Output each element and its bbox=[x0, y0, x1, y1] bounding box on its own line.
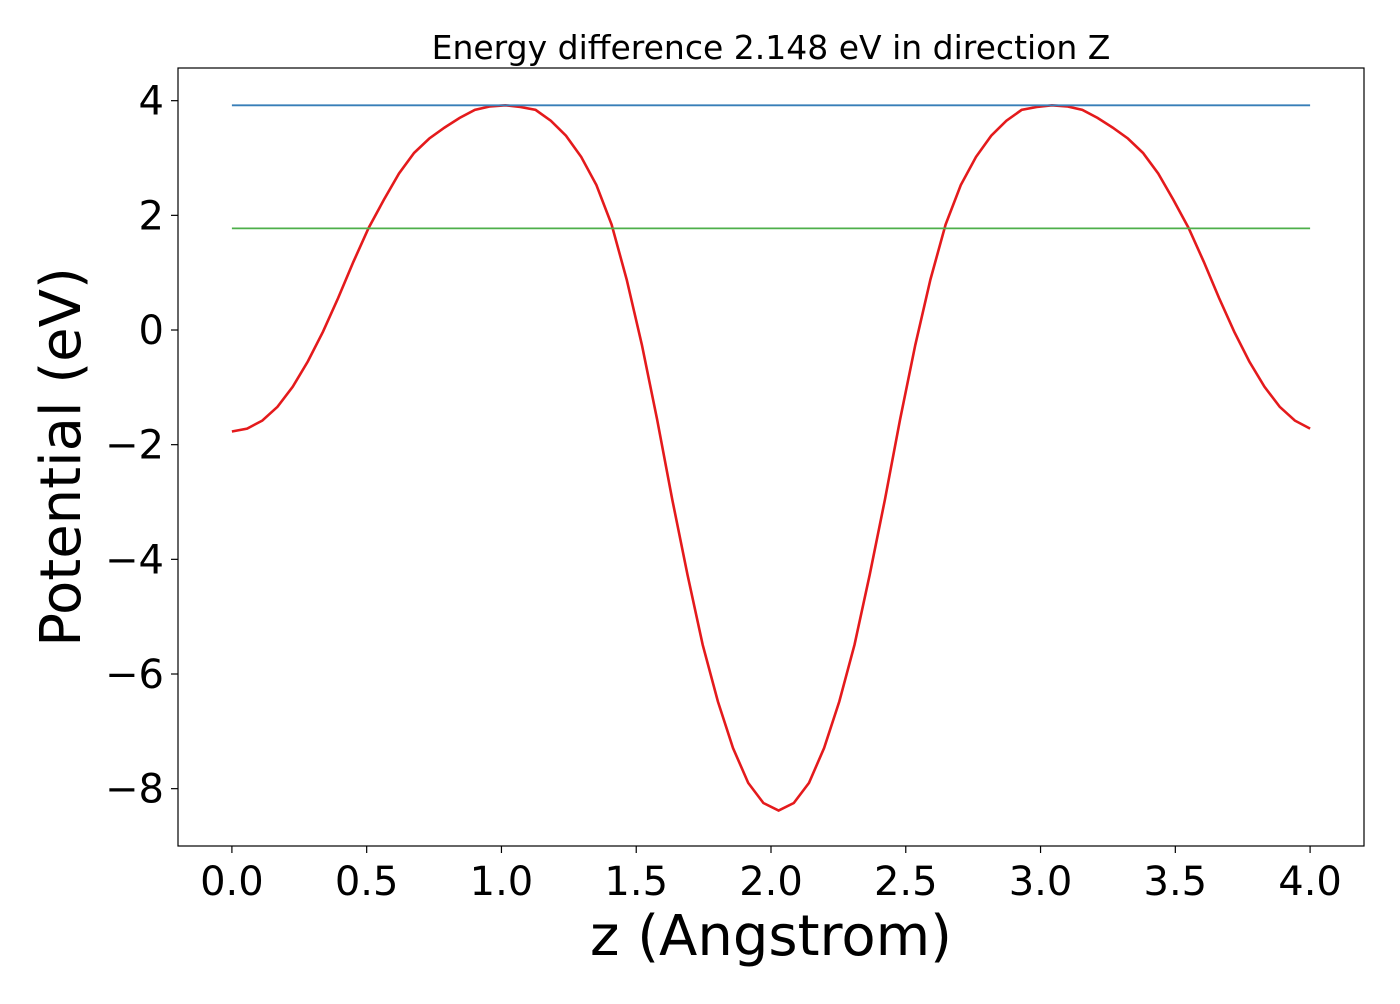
x-tick-label: 3.0 bbox=[1009, 859, 1073, 905]
y-tick-label: 0 bbox=[139, 308, 164, 354]
x-axis-label: z (Angstrom) bbox=[590, 904, 952, 969]
plot-area bbox=[177, 67, 1365, 847]
x-tick-label: 0.0 bbox=[200, 859, 264, 905]
y-tick-label: −6 bbox=[105, 652, 164, 698]
y-tick-label: −2 bbox=[105, 423, 164, 469]
y-axis-label: Potential (eV) bbox=[29, 267, 94, 647]
x-tick-label: 4.0 bbox=[1278, 859, 1342, 905]
y-tick-label: −4 bbox=[105, 537, 164, 583]
series-potential bbox=[231, 103, 1311, 812]
y-tick-label: −8 bbox=[105, 767, 164, 813]
x-tick-label: 2.5 bbox=[874, 859, 938, 905]
chart-title: Energy difference 2.148 eV in direction … bbox=[432, 28, 1111, 67]
y-tick-label: 4 bbox=[139, 79, 164, 125]
x-tick-label: 0.5 bbox=[335, 859, 399, 905]
x-tick-label: 2.0 bbox=[739, 859, 803, 905]
x-tick-label: 1.5 bbox=[604, 859, 668, 905]
y-tick-label: 2 bbox=[139, 193, 164, 239]
x-tick-label: 3.5 bbox=[1144, 859, 1208, 905]
x-tick-label: 1.0 bbox=[470, 859, 534, 905]
